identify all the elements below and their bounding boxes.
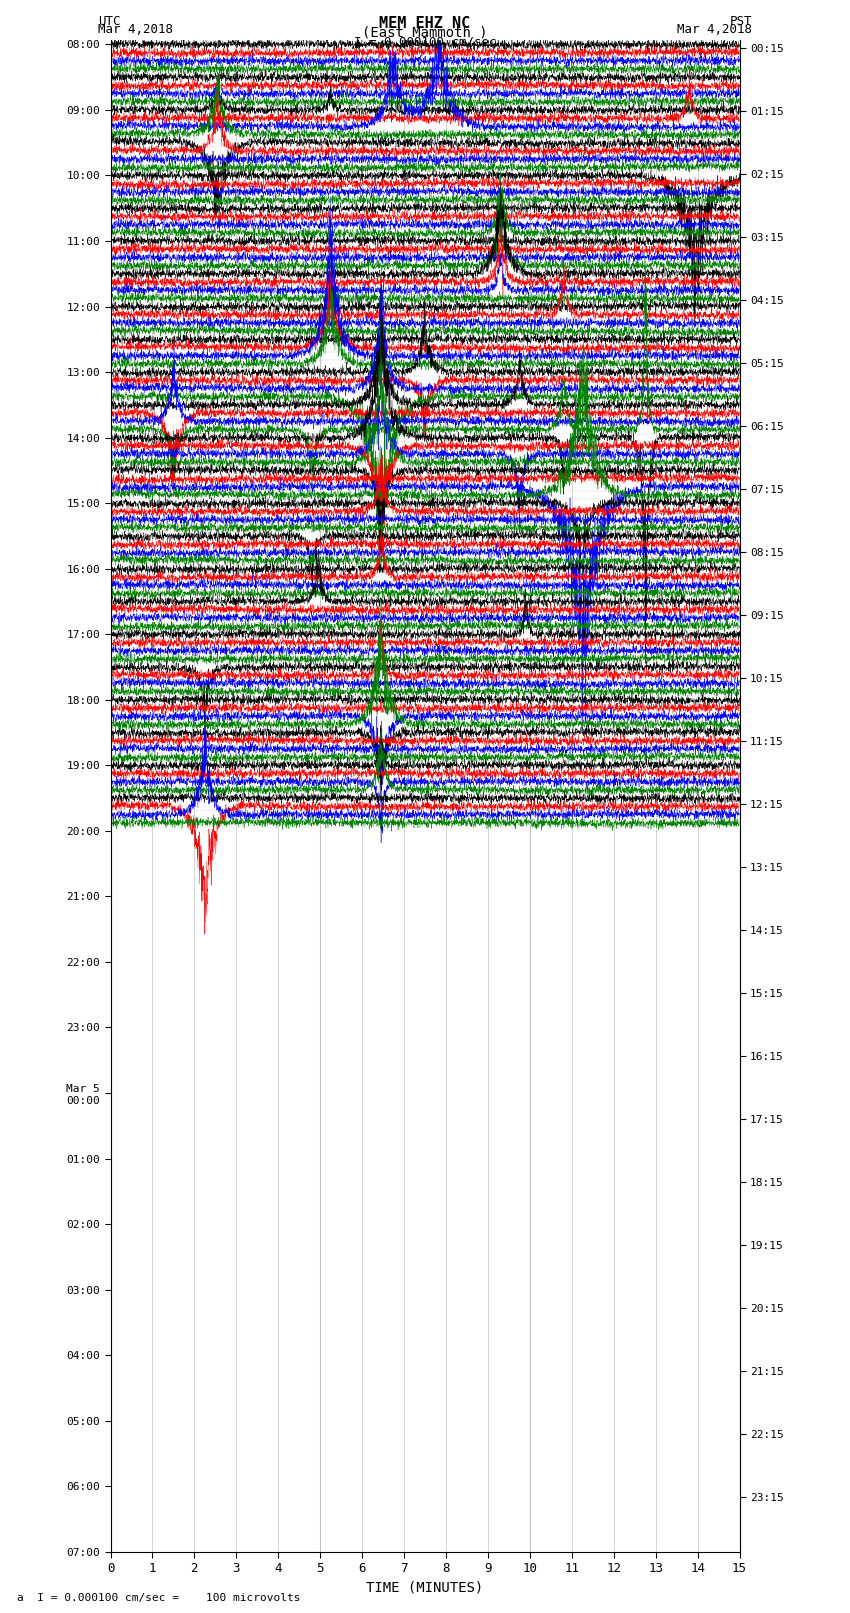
Text: (East Mammoth ): (East Mammoth ) xyxy=(362,26,488,40)
Text: PST: PST xyxy=(730,15,752,27)
Text: Mar 4,2018: Mar 4,2018 xyxy=(677,23,752,35)
X-axis label: TIME (MINUTES): TIME (MINUTES) xyxy=(366,1581,484,1595)
Text: UTC: UTC xyxy=(98,15,120,27)
Text: a  I = 0.000100 cm/sec =    100 microvolts: a I = 0.000100 cm/sec = 100 microvolts xyxy=(17,1594,301,1603)
Text: I = 0.000100 cm/sec: I = 0.000100 cm/sec xyxy=(354,35,496,48)
Text: MEM EHZ NC: MEM EHZ NC xyxy=(379,16,471,31)
Text: Mar 4,2018: Mar 4,2018 xyxy=(98,23,173,35)
